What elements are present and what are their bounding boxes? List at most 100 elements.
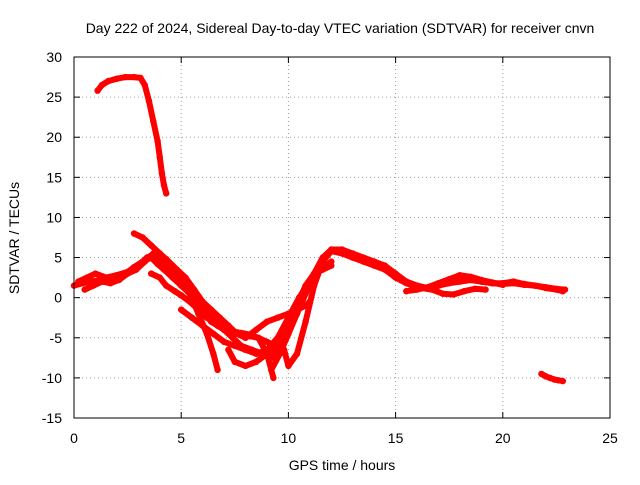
data-point: [156, 154, 163, 161]
data-point: [182, 278, 189, 285]
data-point: [145, 97, 153, 105]
data-point: [403, 288, 410, 295]
data-point: [139, 234, 146, 241]
data-point: [446, 276, 453, 283]
data-point: [255, 334, 262, 341]
data-point: [150, 118, 157, 125]
data-point: [188, 314, 196, 321]
data-point: [229, 334, 236, 341]
y-tick-label: -10: [42, 370, 62, 386]
series-layer: [70, 73, 569, 385]
y-tick-label: 0: [54, 290, 62, 306]
data-point: [456, 272, 464, 279]
data-point: [471, 285, 479, 292]
data-point: [371, 258, 378, 265]
data-point: [285, 330, 292, 337]
y-tick-label: 10: [46, 209, 62, 225]
x-tick-label: 5: [177, 430, 185, 446]
x-axis-label: GPS time / hours: [289, 457, 396, 473]
data-point: [274, 314, 281, 321]
data-point: [242, 346, 249, 353]
data-point: [130, 230, 138, 237]
data-point: [263, 318, 271, 325]
data-point: [195, 302, 202, 309]
data-point: [482, 286, 489, 293]
data-point: [274, 334, 281, 341]
data-point: [428, 286, 436, 293]
data-point: [137, 74, 144, 82]
y-tick-label: 15: [46, 169, 62, 185]
data-point: [148, 270, 155, 277]
data-point: [310, 270, 318, 277]
data-point: [90, 282, 97, 289]
data-point: [276, 350, 283, 357]
data-point: [231, 342, 238, 349]
x-tick-label: 15: [388, 430, 404, 446]
data-point: [163, 282, 170, 289]
data-point: [360, 254, 367, 261]
data-point: [208, 306, 215, 313]
data-point: [105, 77, 112, 85]
data-point: [98, 278, 106, 285]
y-tick-label: -5: [50, 330, 63, 346]
data-point: [499, 281, 506, 288]
data-point: [285, 314, 292, 321]
data-point: [268, 366, 275, 374]
data-point: [521, 280, 528, 288]
data-point: [175, 270, 183, 277]
data-point: [229, 328, 236, 335]
data-point: [214, 366, 221, 374]
x-tick-label: 0: [70, 430, 78, 446]
data-point: [338, 246, 346, 253]
data-point: [510, 278, 517, 285]
data-point: [115, 276, 123, 284]
data-point: [178, 292, 185, 299]
x-tick-label: 25: [602, 430, 618, 446]
data-point: [220, 326, 228, 333]
ticks: 0 5 10 15 20 25 -15 -10 -5 0 5 10 15 20 25 30: [42, 49, 618, 446]
data-point: [81, 286, 88, 293]
data-point: [270, 374, 277, 382]
data-point: [403, 278, 410, 285]
data-point: [263, 350, 271, 357]
data-point: [214, 322, 221, 329]
y-tick-label: 30: [46, 49, 62, 65]
data-point: [216, 314, 223, 321]
data-point: [467, 273, 474, 280]
data-point: [154, 138, 161, 145]
data-point: [285, 362, 292, 370]
data-point: [246, 331, 253, 338]
y-axis-label: SDTVAR / TECUs: [6, 182, 22, 294]
data-point: [328, 258, 335, 265]
y-tick-label: 25: [46, 89, 62, 105]
data-point: [293, 350, 301, 357]
data-point: [263, 338, 271, 345]
y-tick-label: -15: [42, 410, 62, 426]
data-point: [553, 285, 560, 292]
data-point: [439, 290, 446, 297]
data-point: [158, 170, 166, 177]
data-point: [231, 358, 238, 365]
data-point: [163, 190, 170, 197]
data-point: [319, 254, 326, 261]
data-point: [220, 338, 228, 345]
data-point: [199, 322, 206, 329]
data-point: [381, 262, 389, 269]
data-point: [253, 358, 260, 365]
data-point: [75, 278, 82, 285]
y-tick-label: 5: [54, 250, 62, 266]
data-point: [92, 270, 99, 277]
plot-frame: [73, 56, 611, 419]
data-point: [210, 350, 217, 357]
data-point: [130, 73, 138, 81]
data-point: [83, 274, 91, 281]
data-point: [141, 258, 148, 265]
data-point: [561, 286, 569, 293]
data-point: [488, 279, 496, 286]
x-tick-label: 10: [281, 430, 297, 446]
data-point: [188, 290, 196, 297]
data-point: [559, 377, 566, 385]
series-arc-10: [268, 246, 568, 373]
